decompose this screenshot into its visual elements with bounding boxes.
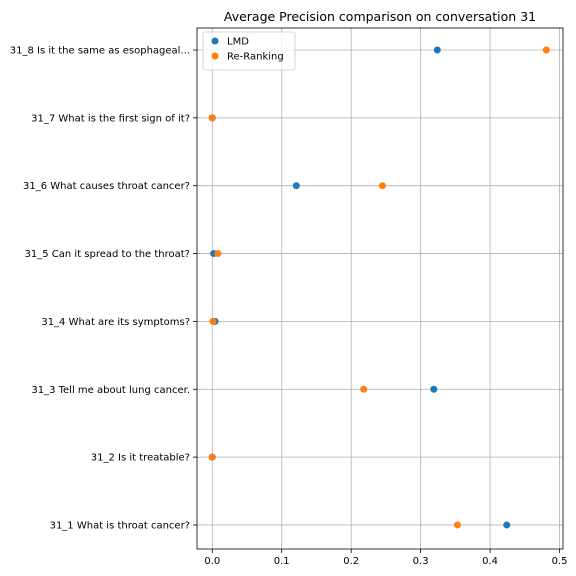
legend-label-lmd: LMD xyxy=(227,37,249,48)
y-tick-label: 31_1 What is throat cancer? xyxy=(50,520,190,531)
legend-label-re-ranking: Re-Ranking xyxy=(227,52,284,63)
legend: LMD Re-Ranking xyxy=(202,31,296,71)
point-re-ranking xyxy=(208,114,216,122)
point-re-ranking xyxy=(453,521,461,529)
point-lmd xyxy=(292,182,300,190)
point-re-ranking xyxy=(378,182,386,190)
axes: 0.0 0.1 0.2 0.3 0.4 0.5 31_1 What is throat ca… xyxy=(10,27,568,567)
y-tick-label: 31_7 What is the first sign of it? xyxy=(31,113,190,124)
point-lmd xyxy=(433,46,441,54)
plot-frame xyxy=(196,27,564,550)
legend-box xyxy=(202,31,296,71)
point-lmd xyxy=(430,385,438,393)
y-tick-label: 31_4 What are its symptoms? xyxy=(41,317,190,328)
point-re-ranking xyxy=(542,46,550,54)
grid xyxy=(197,28,563,549)
chart-title: Average Precision comparison on conversa… xyxy=(224,9,536,24)
point-lmd xyxy=(503,521,511,529)
legend-marker-re-ranking xyxy=(211,52,219,60)
y-tick-label: 31_2 Is it treatable? xyxy=(91,453,190,464)
y-tick-label: 31_5 Can it spread to the throat? xyxy=(25,249,190,260)
x-tick-label: 0.2 xyxy=(343,556,359,567)
point-re-ranking xyxy=(208,453,216,461)
x-tick-label: 0.5 xyxy=(552,556,568,567)
x-tick-label: 0.4 xyxy=(482,556,498,567)
y-tick-label: 31_6 What causes throat cancer? xyxy=(23,181,190,192)
y-tick-label: 31_3 Tell me about lung cancer. xyxy=(31,385,190,396)
x-tick-label: 0.3 xyxy=(413,556,429,567)
x-tick-label: 0.1 xyxy=(274,556,290,567)
point-re-ranking xyxy=(214,250,222,258)
point-re-ranking xyxy=(209,317,217,325)
y-tick-label: 31_8 Is it the same as esophageal... xyxy=(10,46,190,57)
legend-marker-lmd xyxy=(211,37,219,45)
point-re-ranking xyxy=(360,385,368,393)
x-tick-label: 0.0 xyxy=(204,556,220,567)
data-points xyxy=(208,46,550,529)
